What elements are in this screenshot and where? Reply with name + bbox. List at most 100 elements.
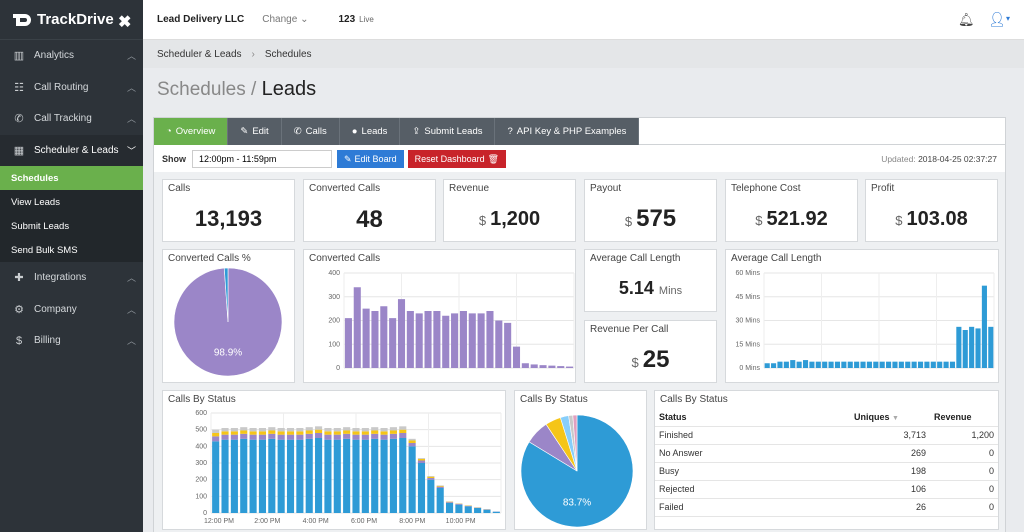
- sidebar-item-integrations[interactable]: ✚ Integrations ︿: [0, 262, 143, 294]
- bar: [962, 330, 968, 368]
- sidebar-item-call-tracking[interactable]: ✆ Call Tracking ︿: [0, 103, 143, 135]
- y-tick-label: 300: [328, 294, 340, 301]
- bar: [886, 361, 892, 368]
- y-tick-label: 100: [328, 341, 340, 348]
- bar: [530, 364, 538, 368]
- table-row: Finished 3,713 1,200: [655, 426, 998, 445]
- bar: [949, 361, 956, 368]
- column-header-uniques[interactable]: Uniques ▼: [850, 408, 930, 427]
- widget-title: Revenue Per Call: [590, 324, 669, 335]
- chevron-down-icon: ﹀: [127, 145, 137, 156]
- bar: [277, 439, 285, 513]
- user-icon[interactable]: 👤︎: [988, 11, 1006, 27]
- tab-label: Leads: [361, 126, 388, 137]
- tab-label: Edit: [252, 126, 269, 137]
- live-label: Live: [359, 15, 374, 24]
- stat-value: 48: [304, 206, 435, 234]
- sidebar-item-company[interactable]: ⚙ Company ︿: [0, 294, 143, 326]
- bar: [286, 431, 295, 435]
- page-title-main: Leads: [261, 78, 317, 100]
- stat-unit: Mins: [658, 285, 683, 297]
- x-tick-label: 8:00 PM: [399, 518, 425, 525]
- y-tick-label: 300: [195, 460, 207, 467]
- sidebar-sub-send-bulk-sms[interactable]: Send Bulk SMS: [0, 238, 143, 262]
- uniques-cell: 3,713: [850, 426, 930, 445]
- edit-board-label: Edit Board: [354, 154, 397, 164]
- sidebar-sub-view-leads[interactable]: View Leads: [0, 190, 143, 214]
- sidebar-item-label: Call Routing: [34, 81, 89, 93]
- column-header-status[interactable]: Status: [655, 408, 850, 427]
- bar: [333, 428, 341, 432]
- bell-icon[interactable]: 🔔︎: [958, 12, 975, 27]
- status-table-body: Finished 3,713 1,200 No Answer 269 0 Busy 198 0 R…: [655, 426, 998, 517]
- column-header-revenue[interactable]: Revenue: [930, 408, 998, 427]
- calls-by-status-pie-card: Calls By Status 83.7%: [514, 390, 647, 530]
- tab-submit-leads[interactable]: ⇪ Submit Leads: [400, 118, 496, 145]
- bar: [436, 488, 444, 513]
- edit-board-button[interactable]: ✎ Edit Board: [337, 150, 404, 168]
- stat-title: Profit: [871, 183, 895, 194]
- tab-edit[interactable]: ✎ Edit: [228, 118, 282, 145]
- sort-desc-icon: ▼: [892, 414, 899, 422]
- sidebar-item-label: Call Tracking: [34, 113, 92, 125]
- sidebar-item-analytics[interactable]: ▥ Analytics ︿: [0, 40, 143, 72]
- converted-calls-chart-card: Converted Calls 0 100 200 300 400: [303, 249, 576, 383]
- bar: [486, 311, 494, 368]
- bar: [371, 438, 379, 513]
- bar: [212, 441, 220, 513]
- table-row: No Answer 269 0: [655, 444, 998, 463]
- y-tick-label: 400: [328, 270, 340, 277]
- bar: [371, 433, 379, 439]
- close-icon[interactable]: ✖: [118, 14, 132, 31]
- bar: [296, 428, 304, 432]
- tab-api-key[interactable]: ? API Key & PHP Examples: [495, 118, 640, 145]
- sidebar-item-call-routing[interactable]: ☷ Call Routing ︿: [0, 72, 143, 104]
- bar: [324, 439, 332, 513]
- widget-title: Average Call Length: [590, 253, 681, 264]
- widget-title: Calls By Status: [168, 394, 236, 405]
- widget-title: Calls By Status: [660, 394, 728, 405]
- bar: [930, 361, 936, 368]
- reset-dashboard-button[interactable]: Reset Dashboard 🗑︎: [407, 150, 507, 168]
- sidebar-item-billing[interactable]: $ Billing ︿: [0, 325, 143, 357]
- stat-value-text: 521.92: [766, 208, 828, 230]
- sidebar-sub-submit-leads[interactable]: Submit Leads: [0, 214, 143, 238]
- caret-down-icon[interactable]: ▾: [1006, 14, 1011, 23]
- bar: [911, 361, 917, 368]
- dollar-icon: $: [15, 334, 23, 347]
- tab-leads[interactable]: ● Leads: [339, 118, 401, 145]
- time-range-input[interactable]: [192, 150, 332, 168]
- sidebar-item-scheduler-leads[interactable]: ▦ Scheduler & Leads ﹀: [0, 134, 143, 166]
- bar: [879, 361, 885, 368]
- bar: [847, 361, 853, 368]
- bar: [477, 313, 485, 368]
- chevron-down-icon: ⌄: [300, 14, 309, 25]
- bar: [361, 439, 369, 513]
- bar: [408, 446, 416, 513]
- sidebar-sub-schedules[interactable]: Schedules: [0, 166, 143, 190]
- revenue-cell: 1,200: [930, 426, 998, 445]
- bar: [892, 361, 898, 368]
- tab-calls[interactable]: ✆ Calls: [281, 118, 340, 145]
- tab-overview[interactable]: ◔ Overview: [154, 118, 229, 145]
- bar: [305, 438, 313, 513]
- stat-card-payout: Payout $575: [584, 179, 717, 242]
- y-tick-label: 500: [195, 427, 207, 434]
- stat-title: Revenue: [449, 183, 490, 194]
- stat-title: Converted Calls: [309, 183, 381, 194]
- bar: [296, 439, 304, 513]
- bar: [258, 428, 267, 432]
- bar: [809, 361, 815, 368]
- bar: [408, 443, 416, 447]
- bar: [417, 458, 426, 459]
- change-company-dropdown[interactable]: Change ⌄: [262, 14, 308, 25]
- logo[interactable]: TrackDrive ✖: [0, 0, 143, 40]
- currency-symbol: $: [624, 214, 633, 229]
- y-tick-label: 30 Mins: [735, 318, 760, 325]
- bar: [937, 361, 943, 368]
- stat-value: $521.92: [726, 208, 857, 231]
- sidebar-nav: ▥ Analytics ︿ ☷ Call Routing ︿ ✆ Call Trackin…: [0, 40, 143, 357]
- status-cell: No Answer: [655, 444, 850, 463]
- y-tick-label: 0: [336, 365, 340, 372]
- breadcrumb-parent[interactable]: Scheduler & Leads: [157, 48, 242, 60]
